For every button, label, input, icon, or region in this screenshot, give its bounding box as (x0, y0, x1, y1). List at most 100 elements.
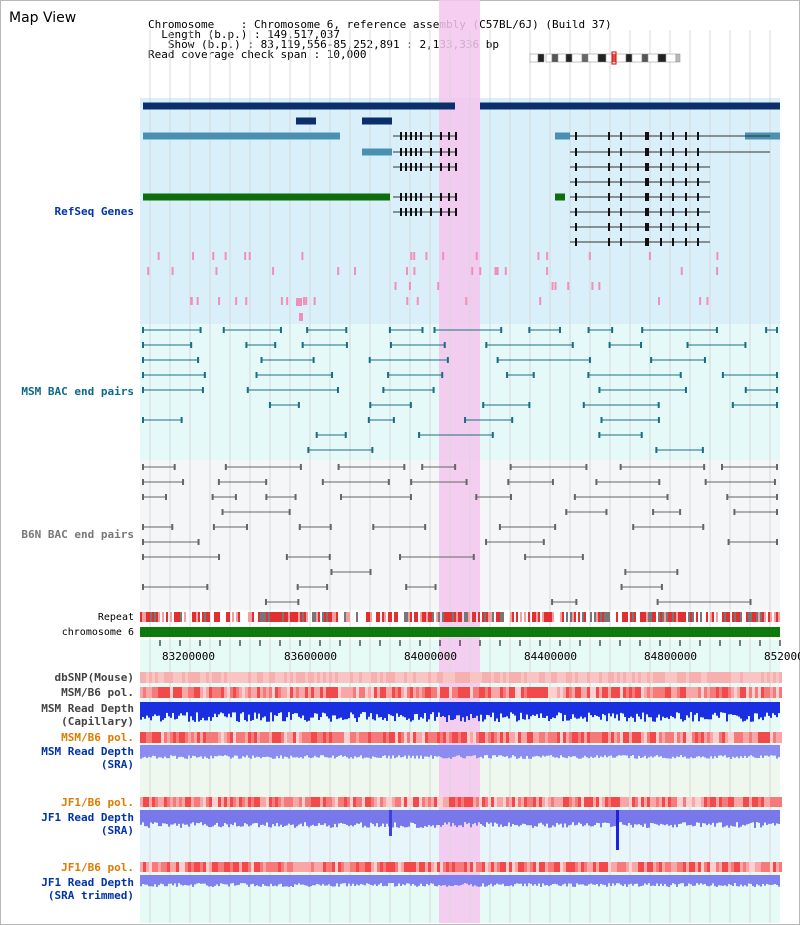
repeat-mark (368, 612, 370, 622)
track-label-refseq[interactable]: RefSeq Genes (54, 205, 134, 218)
jf1-b6-pol-strip (227, 797, 230, 807)
msm-read-depth-cap-bar (736, 702, 738, 716)
jf1-read-depth-sra-bar (398, 810, 400, 828)
msm-read-depth-cap-bar (458, 702, 460, 716)
repeat-mark (238, 612, 240, 622)
jf1-b6-pol-strip (758, 862, 761, 872)
msm-b6-pol-strip (413, 732, 416, 743)
refseq-marker (494, 267, 497, 275)
repeat-mark (262, 612, 264, 622)
jf1-read-depth-trim-bar (580, 875, 582, 885)
jf1-read-depth-sra-bar (538, 810, 540, 824)
msm-read-depth-cap-bar (438, 702, 440, 713)
msm-b6-pol-strip (386, 687, 389, 698)
msm-b6-pol-strip (638, 732, 641, 743)
jf1-b6-pol-strip (590, 862, 593, 872)
jf1-b6-pol-strip (539, 797, 542, 807)
read-depth-spike (389, 810, 392, 836)
jf1-read-depth-trim-bar (162, 875, 164, 885)
msm-b6-pol-strip (239, 687, 242, 698)
msm-b6-pol-strip (485, 687, 488, 698)
dbsnp-strip (548, 672, 551, 683)
msm-b6-pol-strip (422, 687, 425, 698)
repeat-mark (606, 612, 608, 622)
msm-read-depth-cap-bar (334, 702, 336, 716)
jf1-read-depth-trim-bar (294, 875, 296, 885)
msm-read-depth-sra-bar (754, 745, 756, 758)
msm-read-depth-sra-bar (418, 745, 420, 759)
msm-b6-pol-strip (455, 732, 458, 743)
msm-read-depth-sra-bar (542, 745, 544, 756)
msm-b6-pol-strip (545, 732, 548, 743)
jf1-read-depth-sra-bar (290, 810, 292, 826)
track-label-msm-bac[interactable]: MSM BAC end pairs (21, 385, 134, 398)
jf1-b6-pol-strip (626, 797, 629, 807)
msm-read-depth-cap-bar (154, 702, 156, 715)
jf1-read-depth-trim-bar (614, 875, 616, 886)
jf1-read-depth-sra-bar (238, 810, 240, 826)
jf1-read-depth-trim-bar (700, 875, 702, 884)
jf1-b6-pol-strip (611, 862, 614, 872)
jf1-read-depth-trim-bar (738, 875, 740, 887)
dbsnp-strip (437, 672, 440, 683)
refseq-marker (442, 252, 445, 260)
jf1-b6-pol-strip (404, 797, 407, 807)
msm-read-depth-cap-bar (462, 702, 464, 718)
msm-b6-pol-strip (368, 732, 371, 743)
jf1-b6-pol-strip (737, 862, 740, 872)
msm-read-depth-cap-bar (640, 702, 642, 720)
refseq-exon (660, 148, 662, 156)
jf1-b6-pol-strip (377, 862, 380, 872)
refseq-exon (575, 178, 577, 186)
track-label-b6n-bac[interactable]: B6N BAC end pairs (21, 528, 134, 541)
jf1-read-depth-trim-bar (490, 875, 492, 884)
jf1-read-depth-sra-bar (262, 810, 264, 825)
dbsnp-strip (452, 672, 455, 683)
repeat-mark (192, 612, 194, 622)
b6n-bac-end (421, 464, 424, 470)
msm-read-depth-cap-bar (222, 702, 224, 714)
refseq-exon (645, 163, 649, 171)
b6n-bac-end (551, 599, 554, 605)
jf1-b6-pol-strip (692, 797, 695, 807)
dbsnp-strip (659, 672, 662, 683)
msm-read-depth-sra-bar (198, 745, 200, 758)
b6n-bac-end (329, 524, 332, 530)
dbsnp-strip (380, 672, 383, 683)
jf1-read-depth-sra-bar (220, 810, 222, 828)
msm-bac-end (528, 327, 531, 333)
msm-b6-pol-strip (296, 732, 299, 743)
msm-b6-pol-strip (617, 687, 620, 698)
msm-read-depth-sra-bar (460, 745, 462, 757)
refseq-marker (554, 282, 557, 290)
repeat-mark (736, 612, 738, 622)
jf1-read-depth-trim-bar (400, 875, 402, 887)
jf1-read-depth-trim-bar (336, 875, 338, 884)
msm-b6-pol-strip (677, 732, 680, 743)
b6n-bac-end (620, 584, 623, 590)
jf1-b6-pol-strip (374, 797, 377, 807)
msm-b6-pol-strip (236, 732, 239, 743)
jf1-read-depth-sra-bar (568, 810, 570, 826)
jf1-read-depth-trim-bar (776, 875, 778, 885)
msm-read-depth-cap-bar (576, 702, 578, 719)
msm-read-depth-sra-bar (240, 745, 242, 759)
msm-read-depth-cap-bar (722, 702, 724, 713)
refseq-exon (608, 163, 610, 171)
jf1-read-depth-sra-bar (554, 810, 556, 827)
dbsnp-strip (701, 672, 704, 683)
jf1-read-depth-trim-bar (140, 875, 142, 887)
msm-bac-end (587, 327, 590, 333)
repeat-mark (272, 612, 274, 622)
jf1-read-depth-trim-bar (164, 875, 166, 887)
msm-b6-pol-strip (314, 732, 317, 743)
jf1-b6-pol-strip (632, 797, 635, 807)
jf1-read-depth-sra-bar (664, 810, 666, 826)
refseq-marker (301, 252, 304, 260)
repeat-mark (484, 612, 486, 622)
refseq-marker (212, 252, 215, 260)
jf1-read-depth-trim-bar (626, 875, 628, 887)
jf1-read-depth-sra-bar (266, 810, 268, 823)
msm-b6-pol-strip (338, 732, 341, 743)
